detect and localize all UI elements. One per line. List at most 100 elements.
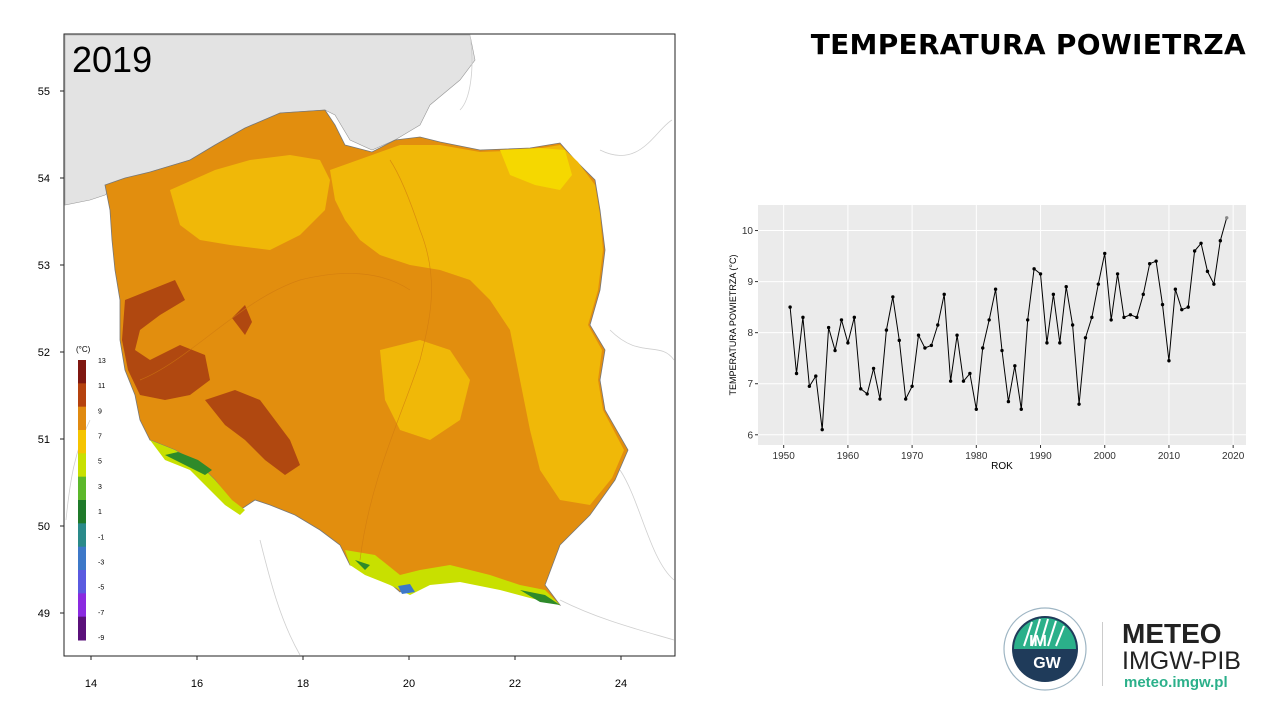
- data-point: [974, 407, 979, 411]
- mild-zone-west: [170, 155, 330, 250]
- lat-tick-label: 54: [38, 173, 50, 185]
- lat-tick-label: 53: [38, 260, 50, 272]
- lon-tick-label: 14: [85, 678, 97, 690]
- data-point: [1090, 315, 1094, 320]
- y-tick-label: 6: [747, 430, 753, 441]
- data-point: [1077, 402, 1081, 406]
- lat-tick-label: 55: [38, 86, 50, 98]
- data-point: [1173, 287, 1178, 291]
- data-point: [929, 343, 934, 348]
- legend-swatch: [78, 476, 86, 501]
- data-point: [1006, 399, 1011, 404]
- data-point: [936, 323, 940, 327]
- y-tick-label: 8: [747, 328, 753, 339]
- legend-swatch: [78, 406, 86, 431]
- rivers: [139, 159, 432, 561]
- data-point: [968, 371, 972, 376]
- data-point: [788, 305, 792, 309]
- tatra-cold: [398, 584, 415, 594]
- data-point: [1186, 305, 1190, 309]
- warm-zone-wroclaw: [205, 390, 300, 475]
- x-axis-label: ROK: [991, 461, 1013, 472]
- legend-label: 5: [98, 459, 102, 466]
- data-point: [814, 374, 818, 378]
- x-tick-label: 1960: [837, 451, 860, 462]
- legend-swatch: [78, 593, 86, 618]
- temperature-legend: (°C) 13 11 9 7 5 3 1 -1 -3 -5 -7 -9: [76, 345, 106, 642]
- data-point: [981, 346, 985, 350]
- data-point: [1115, 272, 1120, 276]
- data-point: [1160, 302, 1165, 307]
- legend-swatch: [78, 383, 86, 408]
- cool-zone-northeast: [500, 148, 572, 190]
- data-point: [1045, 341, 1049, 345]
- legend-label: -3: [98, 559, 104, 566]
- longitude-axis: 14 16 18 20 22 24: [85, 656, 627, 690]
- data-point: [846, 341, 850, 345]
- data-point: [865, 392, 869, 396]
- map-year-label: 2019: [72, 39, 152, 80]
- data-point: [820, 427, 824, 432]
- chart-plot-area: [758, 205, 1246, 445]
- legend-label: 7: [98, 434, 102, 441]
- data-point: [839, 318, 844, 322]
- data-point: [1192, 249, 1197, 253]
- warm-zone-lubusz: [122, 280, 210, 400]
- warm-zone-poznan: [232, 305, 252, 335]
- data-point: [1103, 251, 1107, 256]
- data-point: [807, 384, 812, 388]
- brand-subtitle: IMGW-PIB: [1122, 647, 1241, 675]
- series-points: [788, 216, 1229, 432]
- brand-title: METEO: [1122, 618, 1222, 649]
- data-point: [1083, 336, 1088, 340]
- data-point: [897, 338, 901, 343]
- data-point: [871, 366, 876, 371]
- legend-label: -5: [98, 585, 104, 592]
- page-title: TEMPERATURA POWIETRZA: [810, 28, 1246, 61]
- data-point: [833, 348, 837, 353]
- carpathians-cool-zone: [345, 550, 560, 605]
- data-point: [1122, 315, 1126, 320]
- data-point: [1180, 307, 1184, 312]
- lat-tick-label: 49: [38, 608, 50, 620]
- legend-label: 9: [98, 408, 102, 415]
- data-point: [801, 315, 805, 320]
- data-point: [794, 371, 799, 376]
- data-point: [923, 346, 927, 350]
- data-point: [1135, 315, 1139, 320]
- data-point: [1070, 323, 1075, 327]
- data-point: [1109, 318, 1113, 322]
- mild-zone-north: [330, 145, 624, 505]
- y-tick-label: 7: [747, 379, 753, 390]
- data-point: [884, 328, 889, 332]
- data-point: [1000, 348, 1004, 353]
- lat-tick-label: 50: [38, 521, 50, 533]
- data-point: [1128, 313, 1133, 317]
- data-point: [891, 295, 895, 299]
- svg-text:IM: IM: [1029, 633, 1047, 650]
- lat-tick-label: 52: [38, 347, 50, 359]
- latitude-axis: 55 54 53 52 51 50 49: [38, 86, 64, 620]
- x-tick-label: 1980: [965, 451, 988, 462]
- data-point: [916, 333, 921, 337]
- legend-swatch: [78, 500, 86, 524]
- lon-tick-label: 18: [297, 678, 309, 690]
- data-point: [1013, 364, 1017, 368]
- data-point: [910, 384, 914, 388]
- chart-x-ticks: 1950 1960 1970 1980 1990 2000 2010 2020: [773, 445, 1245, 462]
- data-point: [1038, 272, 1043, 276]
- data-point: [1051, 292, 1056, 297]
- data-point: [903, 397, 908, 401]
- data-point: [1064, 285, 1068, 289]
- legend-swatch: [78, 546, 86, 571]
- data-point: [1199, 241, 1203, 245]
- lon-tick-label: 24: [615, 678, 627, 690]
- data-point: [1025, 318, 1030, 322]
- lat-tick-label: 51: [38, 434, 50, 446]
- svg-text:GW: GW: [1033, 655, 1061, 672]
- legend-label: 3: [98, 484, 102, 491]
- legend-label: 13: [98, 358, 106, 365]
- chart-grid: [758, 205, 1246, 445]
